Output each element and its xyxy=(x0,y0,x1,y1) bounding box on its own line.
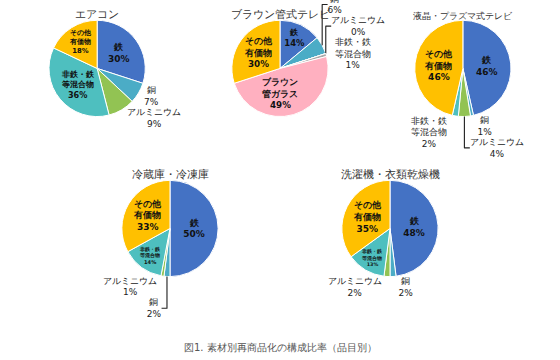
svg-text:その他有価物18%: その他有価物18% xyxy=(69,29,92,55)
svg-text:非鉄・鉄等混合物1%: 非鉄・鉄等混合物1% xyxy=(335,37,371,70)
svg-text:非鉄・鉄等混合物36%: 非鉄・鉄等混合物36% xyxy=(61,69,95,100)
svg-text:鉄46%: 鉄46% xyxy=(476,55,498,77)
svg-text:銅2%: 銅2% xyxy=(398,276,413,298)
svg-text:銅6%: 銅6% xyxy=(328,0,343,15)
svg-text:銅2%: 銅2% xyxy=(147,297,162,319)
svg-text:アルミニウム0%: アルミニウム0% xyxy=(331,15,385,37)
svg-text:アルミニウム1%: アルミニウム1% xyxy=(103,276,157,298)
svg-text:液晶・プラズマ式テレビ: 液晶・プラズマ式テレビ xyxy=(413,11,513,21)
svg-text:アルミニウム9%: アルミニウム9% xyxy=(127,107,181,129)
svg-text:洗濯機・衣類乾燥機: 洗濯機・衣類乾燥機 xyxy=(341,168,440,181)
svg-text:図1. 素材別再商品化の構成比率（品目別）: 図1. 素材別再商品化の構成比率（品目別） xyxy=(184,342,377,353)
svg-text:鉄14%: 鉄14% xyxy=(284,27,305,48)
svg-text:その他有価物33%: その他有価物33% xyxy=(133,199,162,232)
svg-text:エアコン: エアコン xyxy=(75,8,119,21)
svg-text:ブラウン管ガラス49%: ブラウン管ガラス49% xyxy=(261,77,298,110)
svg-text:鉄50%: 鉄50% xyxy=(183,218,205,240)
svg-text:冷蔵庫・冷凍庫: 冷蔵庫・冷凍庫 xyxy=(132,168,209,181)
svg-text:その他有価物46%: その他有価物46% xyxy=(424,49,453,82)
svg-text:非鉄・鉄等混合物13%: 非鉄・鉄等混合物13% xyxy=(361,248,383,267)
svg-text:非鉄・鉄等混合物14%: 非鉄・鉄等混合物14% xyxy=(139,246,161,265)
svg-text:その他有価物30%: その他有価物30% xyxy=(244,36,273,69)
svg-text:銅7%: 銅7% xyxy=(144,85,159,107)
svg-text:鉄48%: 鉄48% xyxy=(403,216,425,238)
svg-text:銅1%: 銅1% xyxy=(477,115,492,137)
svg-text:鉄30%: 鉄30% xyxy=(108,42,130,64)
svg-text:アルミニウム2%: アルミニウム2% xyxy=(328,276,382,298)
svg-text:ブラウン管式テレビ: ブラウン管式テレビ xyxy=(231,8,331,20)
svg-text:その他有価物35%: その他有価物35% xyxy=(353,200,382,233)
svg-text:アルミニウム4%: アルミニウム4% xyxy=(470,137,524,159)
svg-text:非鉄・鉄等混合物2%: 非鉄・鉄等混合物2% xyxy=(411,116,447,149)
